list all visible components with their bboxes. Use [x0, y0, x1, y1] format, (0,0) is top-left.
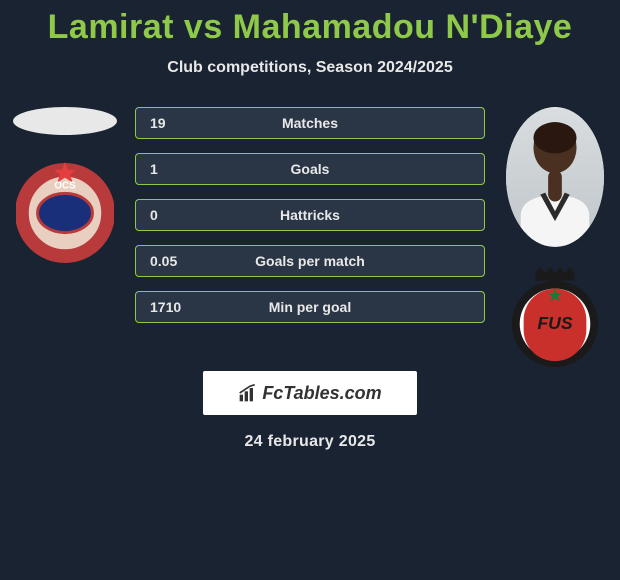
player-photo-right	[506, 107, 604, 247]
stat-label: Matches	[150, 115, 470, 131]
club-badge-left: OCS	[16, 159, 114, 267]
stat-row: 1 Goals	[135, 153, 485, 185]
stat-row: 0.05 Goals per match	[135, 245, 485, 277]
stat-row: 0 Hattricks	[135, 199, 485, 231]
club-badge-right: FUS	[506, 265, 604, 373]
comparison-area: OCS	[0, 107, 620, 323]
stats-list: 19 Matches 1 Goals 0 Hattricks 0.05 Goal…	[135, 107, 485, 323]
page-title: Lamirat vs Mahamadou N'Diaye	[0, 8, 620, 47]
stat-row: 1710 Min per goal	[135, 291, 485, 323]
player-placeholder-left	[13, 107, 117, 135]
svg-text:FUS: FUS	[537, 313, 572, 333]
branding-text: FcTables.com	[238, 383, 381, 404]
right-column: FUS	[500, 107, 610, 373]
comparison-card: Lamirat vs Mahamadou N'Diaye Club compet…	[0, 0, 620, 451]
subtitle: Club competitions, Season 2024/2025	[0, 59, 620, 77]
stat-label: Min per goal	[150, 299, 470, 315]
date-label: 24 february 2025	[0, 433, 620, 451]
stat-label: Goals per match	[150, 253, 470, 269]
left-column: OCS	[10, 107, 120, 267]
stat-label: Hattricks	[150, 207, 470, 223]
chart-icon	[238, 383, 258, 403]
svg-text:OCS: OCS	[54, 181, 76, 192]
branding-label: FcTables.com	[262, 383, 381, 404]
stat-label: Goals	[150, 161, 470, 177]
branding-badge: FcTables.com	[203, 371, 417, 415]
stat-row: 19 Matches	[135, 107, 485, 139]
